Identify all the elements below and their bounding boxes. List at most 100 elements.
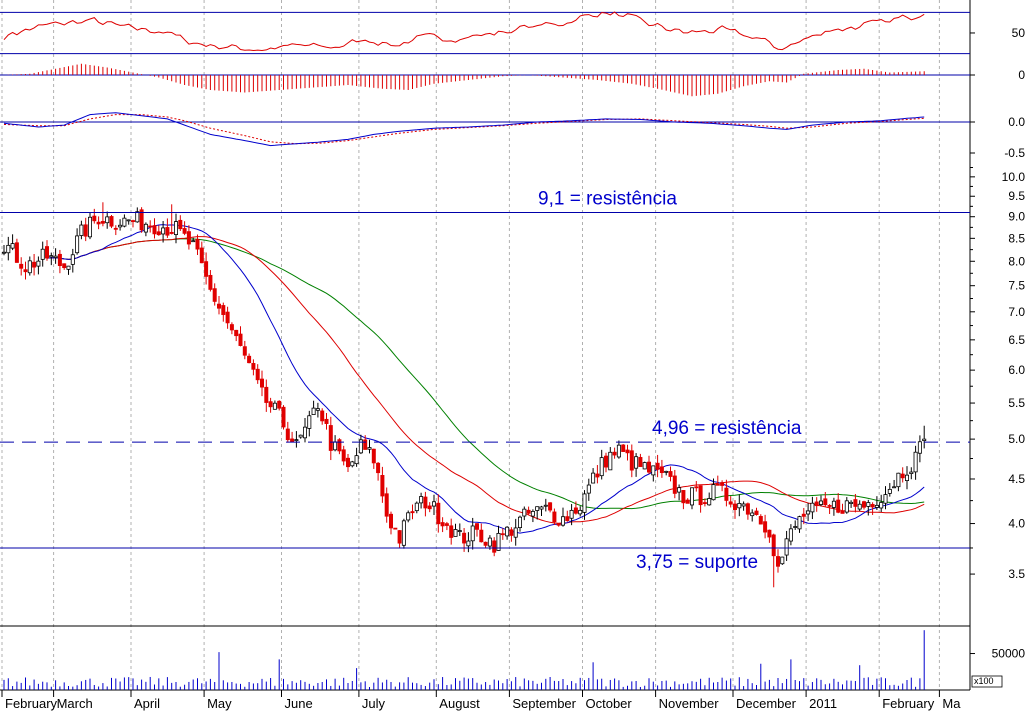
candle-body: [173, 221, 178, 236]
candle: [367, 439, 372, 454]
candle: [53, 248, 58, 264]
candle: [565, 510, 570, 522]
candle: [191, 237, 196, 243]
candle: [410, 504, 415, 520]
candle: [797, 515, 802, 533]
candle-body: [522, 508, 527, 517]
candle-body: [530, 510, 535, 517]
candle: [83, 217, 88, 242]
candle-body: [135, 211, 140, 223]
candle: [388, 511, 393, 535]
volume-panel: [3, 630, 925, 690]
candle: [896, 472, 901, 492]
candle: [849, 500, 854, 508]
candle-body: [156, 231, 161, 236]
candle: [612, 447, 617, 459]
candle-body: [294, 439, 299, 441]
candle: [616, 440, 621, 459]
candle: [229, 322, 234, 335]
candle-body: [75, 235, 80, 254]
candle: [457, 523, 462, 536]
candle-body: [698, 485, 703, 506]
candle: [900, 467, 905, 483]
candle: [66, 265, 71, 275]
candle: [10, 234, 15, 251]
candle: [887, 483, 892, 497]
month-label: May: [207, 696, 232, 711]
candle-body: [371, 448, 376, 464]
candle-body: [509, 529, 514, 536]
candle-body: [118, 224, 123, 228]
candle: [238, 326, 243, 347]
price-tick-label: 10.0: [1002, 170, 1026, 184]
candle: [199, 241, 204, 264]
candle-body: [917, 441, 922, 454]
candle: [677, 484, 682, 501]
candle: [23, 261, 28, 280]
month-label: March: [57, 696, 93, 711]
candle-body: [685, 499, 690, 504]
candle-body: [573, 507, 578, 514]
month-label: August: [439, 696, 480, 711]
candle: [92, 208, 97, 224]
candle: [733, 500, 738, 519]
candle: [513, 518, 518, 546]
candle: [728, 496, 733, 508]
candle: [96, 216, 101, 230]
candle-body: [225, 311, 230, 324]
candle-body: [668, 471, 673, 477]
candle: [212, 283, 217, 306]
candle-body: [393, 527, 398, 530]
candle-body: [750, 512, 755, 517]
candle-body: [887, 488, 892, 494]
candle: [281, 405, 286, 430]
candle: [831, 497, 836, 516]
candle-body: [100, 221, 105, 224]
month-label: October: [586, 696, 633, 711]
moving-average-mid: [46, 236, 925, 524]
candle: [419, 492, 424, 509]
candle: [518, 515, 523, 532]
candle: [922, 425, 927, 449]
candle: [827, 504, 832, 514]
candle: [548, 502, 553, 513]
candle: [487, 535, 492, 550]
candle-body: [259, 378, 264, 388]
candle-body: [754, 510, 759, 515]
candle: [126, 219, 131, 225]
candle: [655, 454, 660, 478]
candle: [707, 492, 712, 506]
candle: [109, 214, 114, 229]
candle-body: [212, 288, 217, 302]
month-label: February: [5, 696, 58, 711]
candle-body: [281, 406, 286, 428]
candle: [724, 479, 729, 507]
price-panel: [2, 202, 927, 588]
candle: [45, 240, 50, 261]
candle: [763, 514, 768, 539]
candle: [500, 528, 505, 540]
candle-body: [440, 522, 445, 527]
candle-body: [621, 444, 626, 452]
candle-body: [780, 556, 785, 565]
candle: [371, 448, 376, 469]
candle: [264, 379, 269, 412]
candle-body: [88, 216, 93, 238]
price-tick-label: 8.0: [1008, 254, 1025, 268]
candle-body: [505, 526, 510, 537]
macd-tick-label: 0.0: [1008, 115, 1025, 129]
candle: [70, 248, 75, 273]
candle-body: [470, 525, 475, 542]
candle-body: [569, 509, 574, 519]
month-label: December: [736, 696, 797, 711]
candle: [668, 466, 673, 482]
candle-body: [672, 475, 677, 494]
candle: [186, 225, 191, 250]
moving-average-long: [46, 238, 925, 510]
candle: [492, 537, 497, 557]
candle-body: [414, 502, 419, 512]
candle-body: [182, 228, 187, 234]
candle: [810, 496, 815, 520]
candle: [453, 523, 458, 537]
